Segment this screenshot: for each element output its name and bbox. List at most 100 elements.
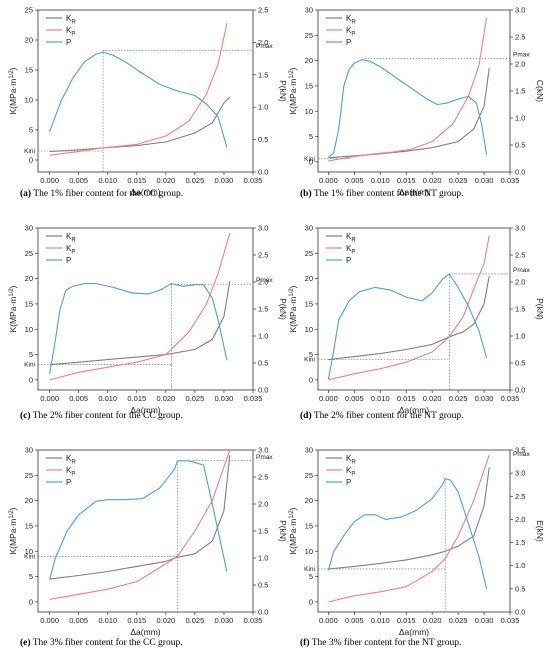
x-tick-label: 0.015 bbox=[127, 394, 146, 403]
x-axis-title: Δa(mm) bbox=[130, 627, 160, 637]
y2-tick-label: 0.5 bbox=[515, 584, 525, 593]
x-axis-title: Δa(mm) bbox=[130, 405, 160, 415]
x-tick-label: 0.020 bbox=[156, 176, 175, 185]
x-tick-label: 0.020 bbox=[423, 616, 442, 625]
y2-tick-label: 1.5 bbox=[258, 70, 268, 79]
series-line-kp bbox=[328, 235, 490, 381]
x-tick-label: 0.020 bbox=[423, 176, 442, 185]
legend-entry: KR bbox=[66, 14, 76, 26]
y2-axis-title: P(kN) bbox=[278, 80, 288, 102]
x-tick-label: 0.005 bbox=[345, 394, 364, 403]
legend-entry: P bbox=[346, 478, 351, 487]
x-tick-label: 0.025 bbox=[449, 394, 468, 403]
y2-tick-label: 1.5 bbox=[258, 527, 268, 536]
x-axis-title: Δa(mm) bbox=[399, 627, 429, 637]
x-tick-label: 0.015 bbox=[397, 394, 416, 403]
y2-tick-label: 0.0 bbox=[515, 386, 525, 395]
x-tick-label: 0.025 bbox=[449, 616, 468, 625]
y2-tick-label: 0.5 bbox=[515, 141, 525, 150]
kini-annotation: Kini bbox=[304, 566, 315, 573]
y2-tick-label: 0.0 bbox=[258, 608, 268, 617]
x-tick-label: 0.000 bbox=[40, 176, 59, 185]
y2-axis-title: P(kN) bbox=[278, 520, 288, 542]
x-tick-label: 0.030 bbox=[475, 176, 494, 185]
x-tick-label: 0.010 bbox=[98, 394, 117, 403]
x-tick-label: 0.000 bbox=[319, 394, 338, 403]
y2-tick-label: 0.0 bbox=[258, 168, 268, 177]
plot-frame bbox=[37, 9, 254, 173]
series-line-kr bbox=[328, 467, 490, 570]
y-tick-label: 25 bbox=[25, 6, 33, 15]
y2-tick-label: 1.5 bbox=[515, 87, 525, 96]
y2-tick-label: 2.5 bbox=[515, 251, 525, 260]
y-tick-label: 10 bbox=[25, 96, 33, 105]
legend-entry: KP bbox=[66, 26, 75, 38]
legend-entry: KP bbox=[66, 466, 75, 478]
y-tick-label: 0 bbox=[309, 597, 313, 606]
series-line-kp bbox=[49, 232, 231, 381]
series-line-p bbox=[49, 51, 228, 148]
y2-tick-label: 1.5 bbox=[515, 538, 525, 547]
y2-axis-title: C(kN) bbox=[535, 80, 545, 102]
y2-tick-label: 3.5 bbox=[515, 446, 525, 455]
legend-entry: KR bbox=[346, 232, 356, 244]
y-tick-label: 0 bbox=[309, 375, 313, 384]
pmax-annotation: Pmax bbox=[256, 43, 273, 50]
x-tick-label: 0.015 bbox=[397, 616, 416, 625]
x-tick-label: 0.005 bbox=[69, 616, 88, 625]
x-tick-label: 0.035 bbox=[501, 176, 520, 185]
pmax-annotation: Pmax bbox=[256, 454, 273, 461]
chart-panel-d: 0.000 0.005 0.010 0.015 0.020 0.025 0.030 0.035… bbox=[288, 224, 545, 422]
y2-tick-label: 1.5 bbox=[258, 305, 268, 314]
series-line-kr bbox=[49, 96, 231, 153]
x-tick-label: 0.030 bbox=[215, 394, 234, 403]
y-tick-label: 20 bbox=[25, 274, 33, 283]
x-tick-label: 0.025 bbox=[186, 394, 205, 403]
y2-tick-label: 2.0 bbox=[515, 515, 525, 524]
plot-frame bbox=[317, 449, 511, 613]
y2-tick-label: 2.5 bbox=[515, 492, 525, 501]
x-tick-label: 0.030 bbox=[215, 176, 234, 185]
y-tick-label: 15 bbox=[305, 81, 313, 90]
y2-tick-label: 1.0 bbox=[515, 114, 525, 123]
x-tick-label: 0.035 bbox=[501, 394, 520, 403]
y-axis-title: K(MPa·m1/2) bbox=[8, 285, 18, 332]
y2-tick-label: 2.0 bbox=[258, 500, 268, 509]
panel-caption: (a) The 1% fiber content for the CC grou… bbox=[20, 188, 183, 199]
y-tick-label: 10 bbox=[305, 547, 313, 556]
x-tick-label: 0.015 bbox=[397, 176, 416, 185]
y2-tick-label: 2.5 bbox=[258, 473, 268, 482]
y-tick-label: 20 bbox=[305, 56, 313, 65]
x-tick-label: 0.035 bbox=[244, 176, 263, 185]
y-tick-label: 25 bbox=[25, 471, 33, 480]
x-tick-label: 0.000 bbox=[40, 616, 59, 625]
y2-tick-label: 0.0 bbox=[515, 168, 525, 177]
x-tick-label: 0.025 bbox=[186, 616, 205, 625]
x-tick-label: 0.035 bbox=[244, 616, 263, 625]
panel-caption: (c) The 2% fiber content for the CC grou… bbox=[20, 410, 183, 421]
chart-panel-a: 0.000 0.005 0.010 0.015 0.020 0.025 0.030 0.035… bbox=[8, 6, 288, 200]
y-tick-label: 20 bbox=[25, 36, 33, 45]
series-line-p bbox=[327, 478, 488, 590]
x-tick-label: 0.030 bbox=[475, 394, 494, 403]
chart-panel-c: 0.000 0.005 0.010 0.015 0.020 0.025 0.030 0.035… bbox=[8, 224, 288, 422]
legend-entry: KP bbox=[66, 244, 75, 256]
legend-entry: P bbox=[66, 38, 71, 47]
y-tick-label: 30 bbox=[25, 446, 33, 455]
chart-panel-e: 0.000 0.005 0.010 0.015 0.020 0.025 0.030 0.035… bbox=[8, 446, 288, 649]
legend-entry: KR bbox=[346, 454, 356, 466]
y-tick-label: 30 bbox=[25, 224, 33, 233]
x-tick-label: 0.000 bbox=[40, 394, 59, 403]
series-line-p bbox=[49, 283, 228, 374]
y2-axis-title: E(kN) bbox=[535, 520, 545, 542]
legend-entry: P bbox=[346, 38, 351, 47]
y-tick-label: 0 bbox=[29, 375, 33, 384]
y2-tick-label: 2.5 bbox=[515, 33, 525, 42]
legend-entry: P bbox=[66, 478, 71, 487]
pmax-annotation: Pmax bbox=[513, 52, 530, 59]
x-tick-label: 0.000 bbox=[319, 616, 338, 625]
y-tick-label: 0 bbox=[309, 157, 313, 166]
y-tick-label: 5 bbox=[309, 132, 313, 141]
x-tick-label: 0.035 bbox=[501, 616, 520, 625]
x-tick-label: 0.035 bbox=[244, 394, 263, 403]
